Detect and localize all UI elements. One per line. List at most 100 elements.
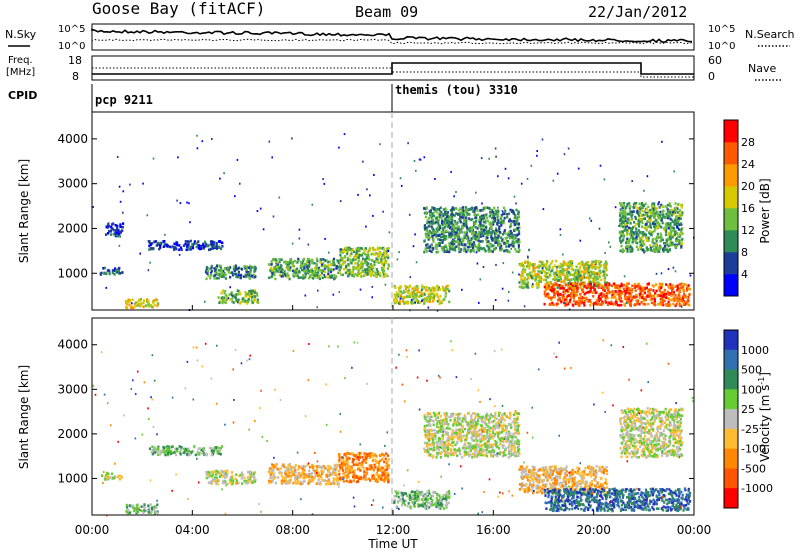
scatter-cell [280, 275, 283, 278]
scatter-cell [275, 463, 278, 466]
scatter-cell [396, 258, 399, 261]
scatter-cell [569, 279, 572, 282]
scatter-cell [162, 445, 165, 449]
scatter-cell [544, 294, 547, 298]
power-colorbar-segment [724, 142, 738, 165]
scatter-cell [432, 240, 435, 243]
scatter-cell [652, 295, 655, 298]
scatter-cell [490, 210, 493, 214]
scatter-cell [645, 226, 648, 230]
scatter-cell [245, 479, 248, 483]
scatter-cell [379, 252, 382, 256]
scatter-cell [459, 250, 462, 253]
scatter-cell [638, 245, 641, 249]
scatter-cell [118, 266, 121, 270]
scatter-cell [439, 226, 442, 230]
scatter-cell [460, 241, 463, 244]
scatter-cell [193, 445, 196, 448]
scatter-cell [507, 245, 510, 248]
scatter-cell [379, 247, 382, 250]
scatter-cell [497, 206, 499, 209]
scatter-cell [589, 217, 591, 220]
scatter-cell [357, 467, 360, 471]
scatter-cell [634, 204, 637, 208]
scatter-cell [496, 222, 499, 225]
scatter-cell [537, 279, 541, 283]
scatter-cell [125, 306, 128, 309]
scatter-cell [233, 269, 236, 273]
scatter-cell [465, 250, 468, 254]
scatter-cell [537, 276, 541, 279]
scatter-cell [301, 265, 304, 268]
scatter-cell [543, 292, 546, 296]
scatter-cell [643, 204, 646, 207]
scatter-cell [340, 273, 343, 277]
scatter-cell [300, 480, 303, 484]
scatter-cell [476, 248, 479, 252]
scatter-cell [401, 298, 404, 301]
scatter-cell [275, 268, 278, 271]
scatter-cell [302, 275, 305, 279]
power-colorbar-tick: 20 [741, 180, 755, 193]
scatter-cell [591, 272, 594, 276]
scatter-cell [684, 283, 687, 287]
scatter-cell [629, 205, 632, 209]
scatter-cell [601, 295, 604, 298]
scatter-cell [462, 209, 465, 213]
scatter-cell [577, 302, 580, 305]
scatter-cell [631, 210, 634, 214]
scatter-cell [570, 295, 573, 298]
scatter-cell [605, 273, 608, 277]
scatter-cell [433, 206, 436, 210]
scatter-cell [298, 474, 301, 477]
scatter-cell [498, 230, 502, 234]
y-tick-label: 2000 [57, 221, 88, 235]
scatter-cell [375, 275, 378, 278]
scatter-cell [350, 249, 353, 253]
scatter-cell [537, 264, 540, 267]
scatter-cell [142, 305, 145, 309]
scatter-cell [657, 302, 660, 306]
scatter-cell [579, 292, 582, 296]
scatter-cell [506, 215, 509, 219]
scatter-cell [210, 242, 213, 246]
scatter-cell [111, 271, 114, 275]
scatter-cell [486, 219, 490, 223]
scatter-cell [509, 225, 512, 229]
scatter-cell [652, 237, 655, 241]
scatter-cell [368, 248, 371, 252]
scatter-cell [446, 221, 449, 224]
scatter-cell [451, 227, 454, 230]
scatter-cell [411, 292, 414, 296]
scatter-cell [572, 268, 575, 272]
scatter-cell [672, 302, 675, 306]
scatter-cell [210, 474, 213, 478]
scatter-cell [654, 222, 657, 226]
scatter-cell [666, 290, 669, 294]
scatter-cell [505, 245, 508, 248]
scatter-cell [484, 221, 487, 224]
scatter-cell [329, 270, 333, 274]
scatter-cell [387, 256, 390, 260]
scatter-cell [461, 213, 464, 217]
scatter-cell [667, 250, 670, 253]
scatter-cell [464, 206, 467, 209]
scatter-cell [639, 240, 642, 244]
scatter-cell [379, 143, 381, 146]
scatter-cell [372, 455, 375, 459]
scatter-cell [384, 472, 388, 476]
scatter-cell [279, 472, 282, 475]
scatter-cell [472, 223, 476, 227]
scatter-cell [384, 272, 387, 276]
scatter-cell [581, 260, 584, 264]
scatter-cell [423, 301, 426, 305]
scatter-cell [103, 266, 107, 270]
scatter-cell [503, 249, 506, 253]
scatter-cell [426, 231, 430, 234]
scatter-cell [134, 301, 137, 304]
scatter-cell [510, 232, 513, 235]
scatter-cell [214, 271, 217, 274]
scatter-cell [227, 266, 230, 269]
scatter-cell [543, 270, 546, 274]
scatter-cell [450, 208, 454, 211]
